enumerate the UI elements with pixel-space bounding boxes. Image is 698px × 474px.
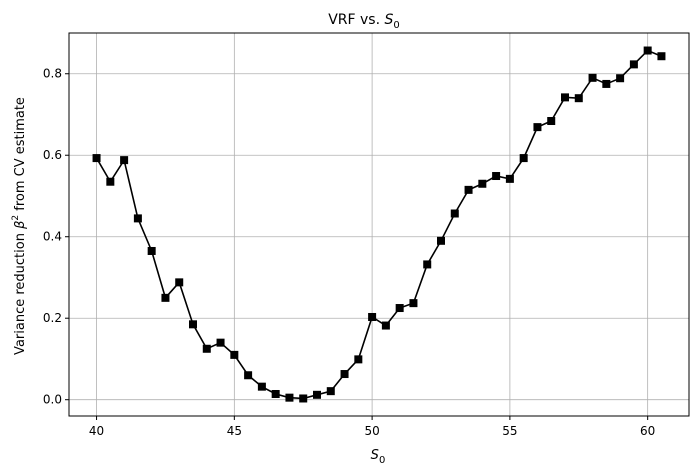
data-point-marker [92, 154, 101, 163]
data-point-marker [492, 172, 501, 181]
data-point-marker [189, 320, 197, 329]
y-label-suffix: from CV estimate [13, 97, 28, 215]
y-tick-label: 0.0 [43, 393, 62, 407]
data-point-marker [657, 52, 666, 61]
y-tick-label: 0.8 [43, 67, 62, 81]
data-point-marker [106, 177, 115, 186]
data-point-marker [533, 123, 542, 132]
data-point-marker [299, 394, 308, 403]
chart-title: VRF vs. S0 [328, 12, 400, 31]
data-point-marker [285, 393, 294, 402]
data-point-marker [147, 246, 156, 255]
data-point-marker [561, 93, 569, 102]
x-tick-label: 45 [227, 424, 242, 438]
data-point-marker [326, 387, 335, 396]
title-symbol: S [385, 12, 394, 28]
x-tick-label: 50 [364, 424, 379, 438]
data-point-marker [588, 73, 597, 82]
data-point-marker [616, 74, 625, 83]
data-point-marker [409, 299, 418, 308]
y-tick-label: 0.2 [43, 311, 62, 325]
x-tick-label: 40 [89, 424, 104, 438]
y-ticks: 0.0 0.2 0.4 0.6 0.8 [43, 67, 69, 407]
data-point-marker [368, 312, 377, 321]
data-point-marker [244, 371, 253, 380]
y-label-superscript: 2 [11, 215, 21, 221]
y-tick-label: 0.4 [43, 230, 62, 244]
data-point-marker [478, 179, 487, 188]
x-label-subscript: 0 [379, 455, 385, 466]
data-point-marker [450, 209, 459, 218]
data-point-marker [505, 174, 514, 183]
data-point-marker [313, 390, 321, 399]
data-point-marker [602, 79, 611, 88]
data-point-marker [202, 344, 211, 353]
plot-frame [68, 32, 690, 417]
data-point-marker [464, 185, 473, 194]
data-point-marker [574, 94, 583, 103]
series-line-layer [92, 46, 666, 403]
data-point-marker [423, 260, 432, 269]
data-point-marker [230, 350, 239, 359]
y-axis-label: Variance reduction β2 from CV estimate [11, 97, 28, 355]
data-point-marker [395, 304, 404, 313]
y-label-symbol: β [13, 221, 28, 230]
title-text: VRF vs. [328, 12, 384, 28]
data-point-marker [161, 293, 170, 302]
data-point-marker [175, 278, 184, 287]
data-point-marker [271, 389, 280, 398]
y-label-prefix: Variance reduction [13, 229, 28, 355]
data-point-marker [120, 156, 129, 165]
grid [69, 33, 689, 416]
data-point-marker [629, 60, 638, 69]
data-point-marker [354, 355, 363, 364]
data-point-marker [257, 382, 266, 391]
x-tick-label: 60 [640, 424, 655, 438]
data-point-marker [547, 117, 556, 126]
x-axis-label: S0 [371, 448, 386, 466]
y-tick-label: 0.6 [43, 148, 62, 162]
x-tick-label: 55 [502, 424, 517, 438]
x-label-symbol: S [371, 448, 379, 463]
data-point-marker [216, 338, 225, 347]
data-point-marker [519, 154, 528, 163]
data-point-marker [381, 321, 390, 330]
data-point-marker [340, 370, 349, 379]
data-point-marker [437, 236, 445, 245]
title-subscript: 0 [393, 20, 399, 31]
x-ticks: 40 45 50 55 60 [89, 416, 655, 438]
data-point-marker [133, 214, 142, 223]
data-point-marker [643, 46, 652, 55]
